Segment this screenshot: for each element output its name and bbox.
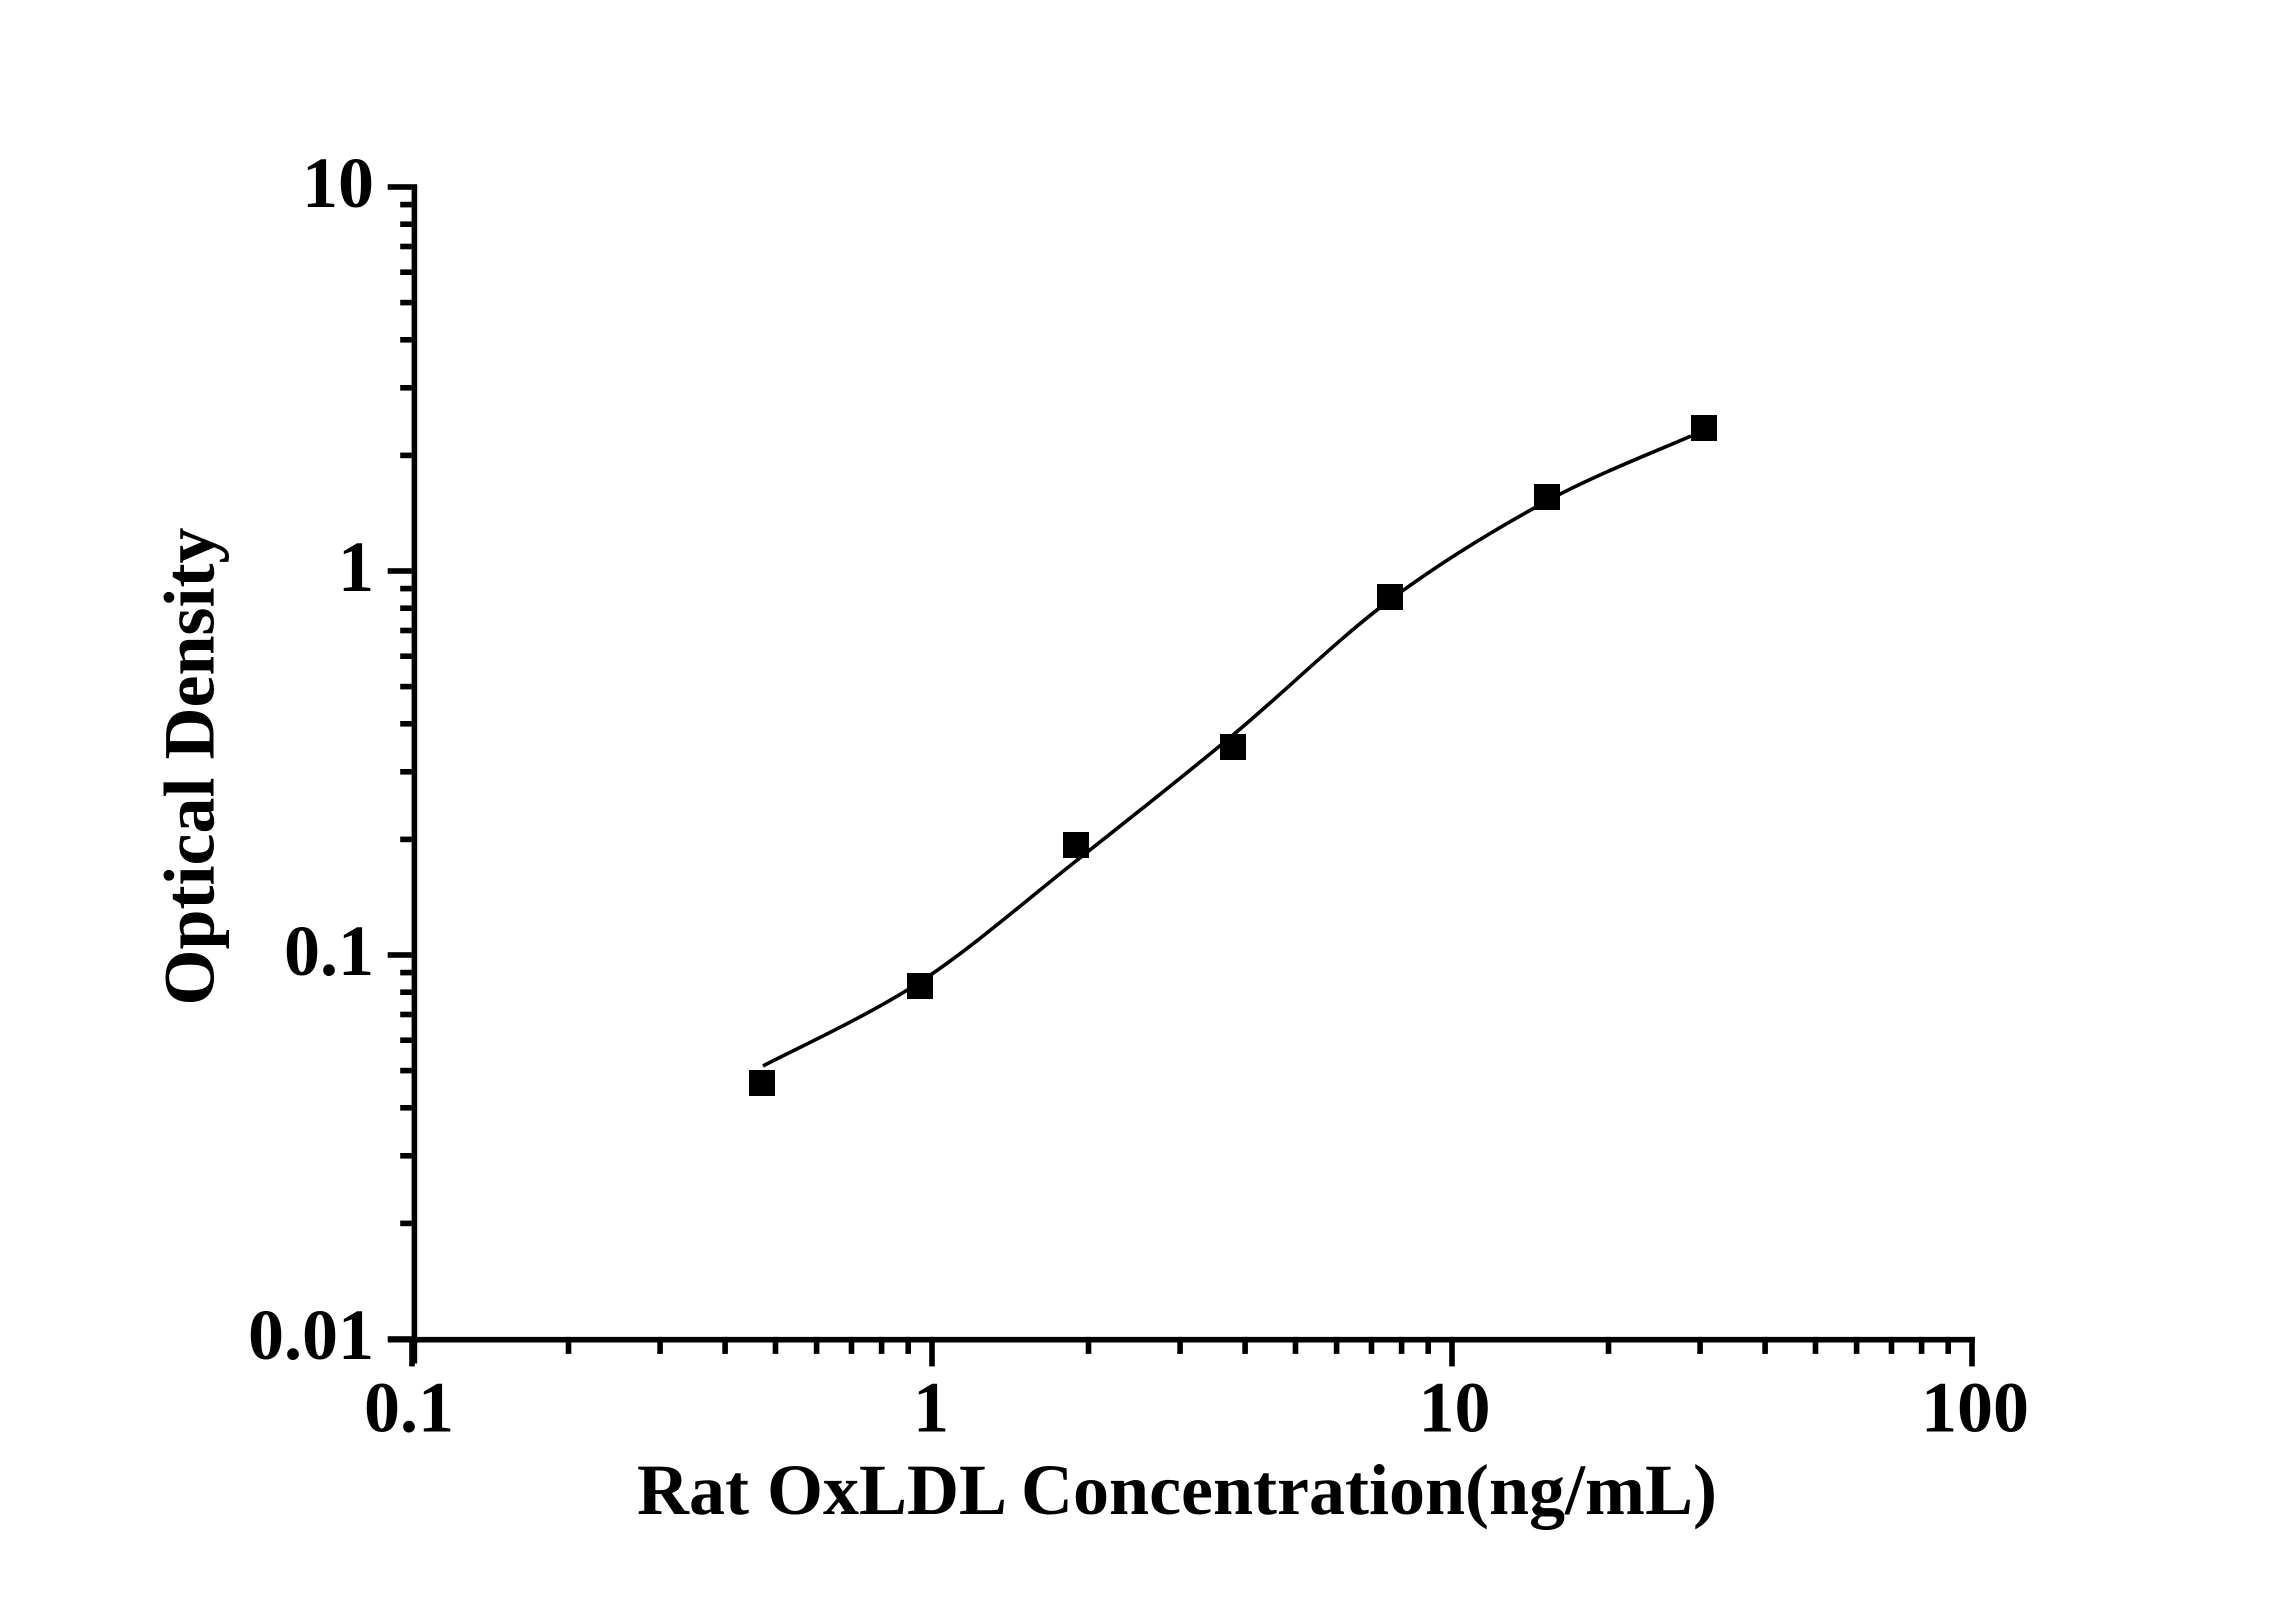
svg-text:0.1: 0.1 xyxy=(364,1368,454,1448)
svg-text:10: 10 xyxy=(302,143,374,223)
svg-text:0.1: 0.1 xyxy=(284,911,374,991)
svg-text:100: 100 xyxy=(1921,1368,2029,1448)
svg-text:Rat OxLDL Concentration(ng/mL): Rat OxLDL Concentration(ng/mL) xyxy=(637,1450,1717,1530)
svg-text:1: 1 xyxy=(913,1368,949,1448)
svg-text:Optical Density: Optical Density xyxy=(150,528,230,1006)
svg-text:10: 10 xyxy=(1419,1368,1491,1448)
svg-text:1: 1 xyxy=(338,527,374,607)
svg-text:0.01: 0.01 xyxy=(248,1295,374,1375)
